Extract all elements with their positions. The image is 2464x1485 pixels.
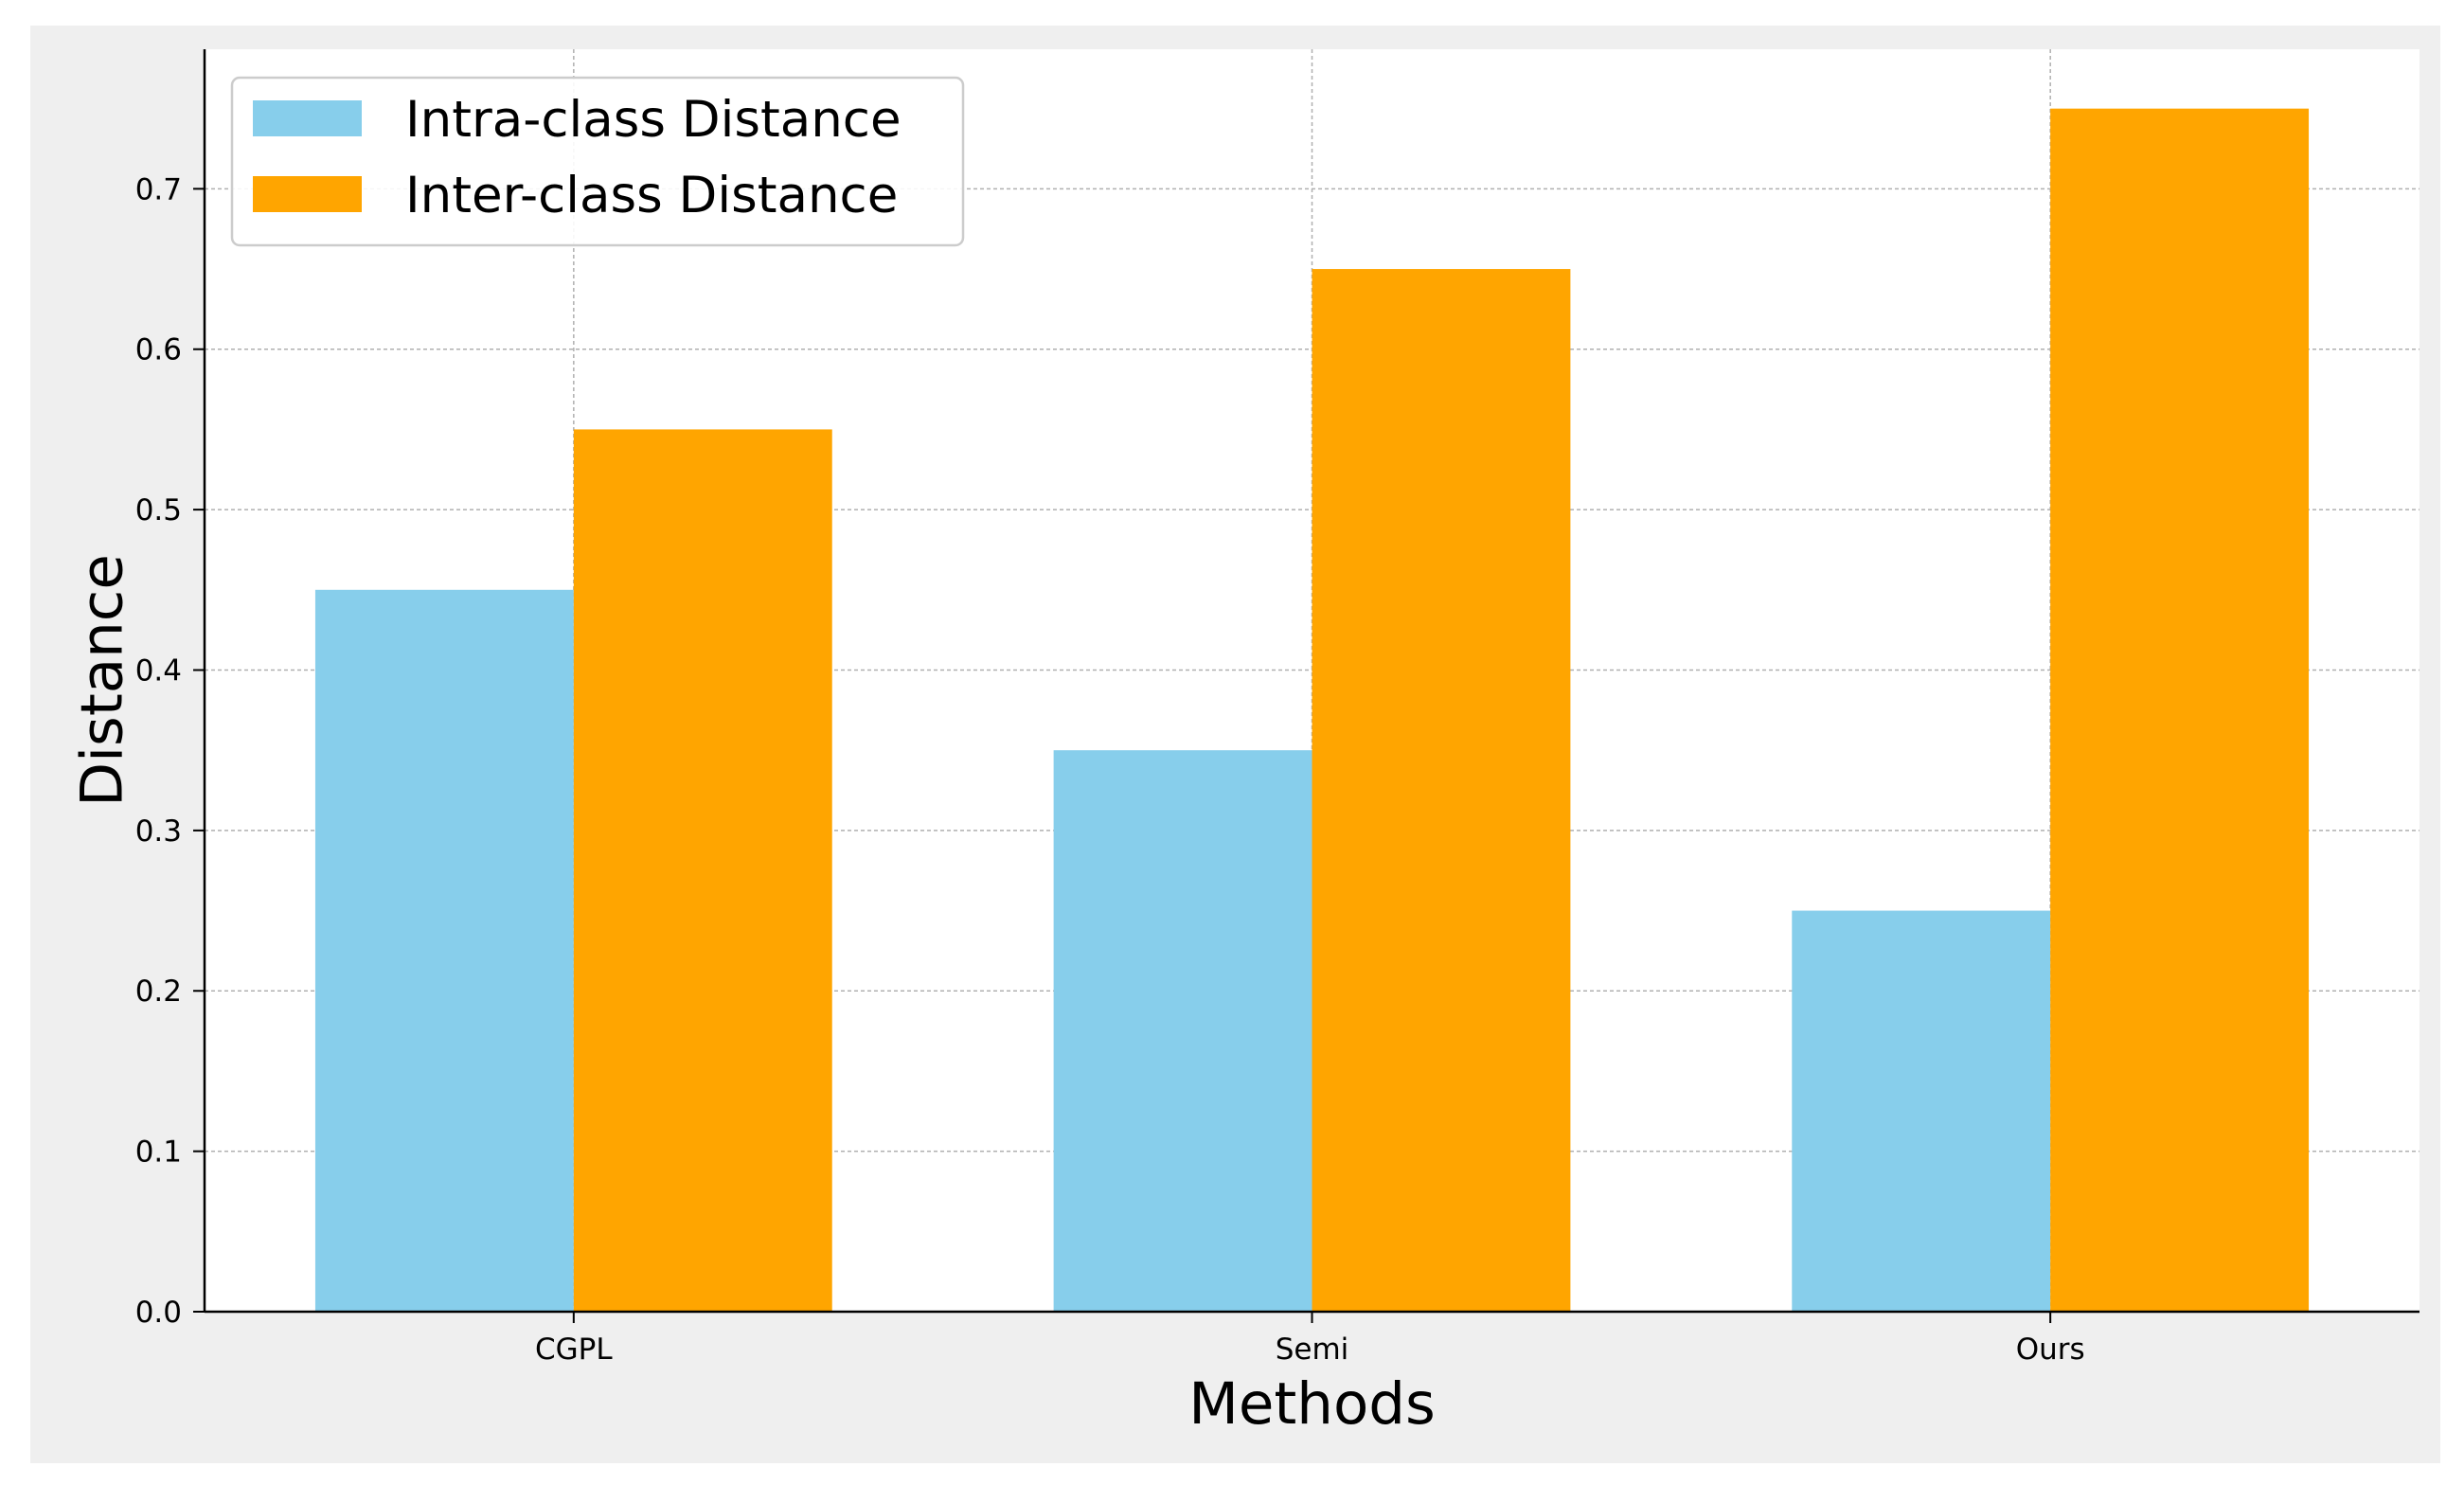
- bar-inter-cgpl: [573, 429, 832, 1312]
- legend-label-intra-class: Intra-class Distance: [405, 91, 902, 149]
- x-tick-label: Semi: [1276, 1333, 1349, 1367]
- bar-inter-semi: [1312, 269, 1571, 1313]
- y-tick-label: 0.1: [135, 1136, 182, 1170]
- y-tick-label: 0.4: [135, 653, 182, 688]
- bar-intra-ours: [1792, 910, 2051, 1312]
- bars: [314, 108, 2310, 1313]
- y-tick-label: 0.6: [135, 333, 182, 367]
- x-axis-title: Methods: [1188, 1370, 1436, 1438]
- y-tick-label: 0.5: [135, 493, 182, 528]
- x-tick-label: Ours: [2016, 1333, 2085, 1367]
- y-tick-label: 0.2: [135, 975, 182, 1009]
- x-tick-label: CGPL: [535, 1333, 613, 1367]
- legend-swatch-inter-class: [253, 176, 362, 212]
- bar-intra-semi: [1053, 750, 1312, 1312]
- legend-swatch-intra-class: [253, 100, 362, 136]
- y-tick-label: 0.0: [135, 1296, 182, 1330]
- bar-inter-ours: [2050, 108, 2310, 1312]
- axes: [193, 49, 2419, 1323]
- y-tick-label: 0.7: [135, 172, 182, 206]
- legend-label-inter-class: Inter-class Distance: [405, 167, 898, 224]
- legend-box: [230, 76, 965, 247]
- tick-labels: 0.0 0.1 0.2 0.3 0.4 0.5 0.6 0.7 CGPL Semi Ours: [135, 172, 2085, 1367]
- legend: Intra-class Distance Inter-class Distanc…: [230, 76, 965, 247]
- bar-intra-cgpl: [314, 589, 574, 1312]
- y-axis-title: Distance: [69, 554, 136, 807]
- y-tick-label: 0.3: [135, 814, 182, 849]
